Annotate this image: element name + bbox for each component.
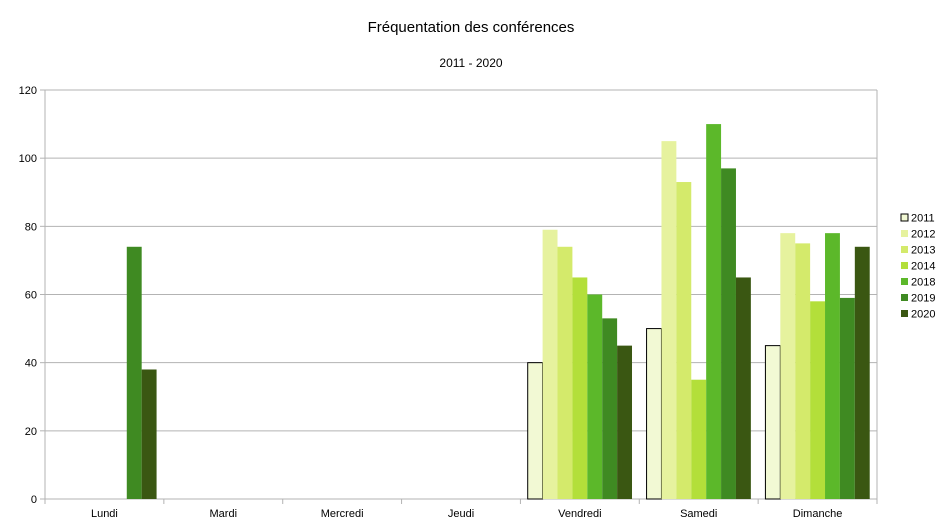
bar	[721, 168, 736, 499]
legend-label: 2014	[911, 261, 935, 273]
legend-swatch	[901, 294, 908, 301]
x-tick-label: Vendredi	[558, 508, 601, 520]
legend-swatch	[901, 262, 908, 269]
bar	[780, 233, 796, 499]
legend-swatch	[901, 310, 908, 317]
y-tick-label: 80	[25, 221, 37, 233]
bar	[735, 277, 751, 499]
y-tick-label: 100	[19, 153, 37, 165]
bar	[764, 345, 781, 500]
y-tick-label: 0	[31, 494, 37, 506]
legend-swatch	[901, 230, 908, 237]
chart-subtitle: 2011 - 2020	[439, 56, 502, 70]
x-tick-label: Jeudi	[448, 508, 474, 520]
bar	[527, 362, 544, 500]
legend: 2011 2012 2013 2014 2018 2019 2020	[900, 213, 935, 321]
bar	[825, 233, 840, 499]
bar	[557, 246, 573, 499]
bar	[706, 124, 722, 499]
bar	[661, 141, 677, 499]
y-tick-label: 60	[25, 290, 37, 302]
bar	[810, 301, 826, 499]
legend-label: 2011	[911, 213, 935, 225]
bar	[141, 369, 157, 499]
bar	[542, 229, 558, 499]
bar	[602, 318, 618, 499]
y-tick-label: 120	[19, 85, 37, 97]
chart-title: Fréquentation des conférences	[368, 19, 575, 36]
bar	[126, 246, 142, 499]
legend-swatch	[901, 278, 908, 285]
bar	[839, 297, 855, 499]
x-tick-label: Mardi	[210, 508, 238, 520]
bar	[646, 328, 662, 500]
bar	[617, 345, 633, 499]
bar	[676, 182, 692, 499]
legend-label: 2018	[911, 277, 935, 289]
y-tick-label: 40	[25, 358, 37, 370]
plot-area: 0 20 40 60 80 100 120 Lundi Mardi Mercredi Jeudi Ve…	[19, 85, 878, 520]
x-tick-label: Samedi	[680, 508, 717, 520]
legend-label: 2012	[911, 229, 935, 241]
legend-swatch	[901, 246, 908, 253]
legend-swatch	[900, 213, 909, 222]
legend-label: 2019	[911, 293, 935, 305]
bar	[587, 294, 603, 499]
x-tick-label: Dimanche	[793, 508, 843, 520]
bar	[572, 277, 588, 499]
bar	[795, 243, 811, 499]
x-tick-label: Mercredi	[321, 508, 364, 520]
legend-label: 2013	[911, 245, 935, 257]
bar	[854, 246, 870, 499]
bar	[691, 379, 707, 499]
x-tick-label: Lundi	[91, 508, 118, 520]
y-tick-label: 20	[25, 426, 37, 438]
legend-label: 2020	[911, 309, 935, 321]
